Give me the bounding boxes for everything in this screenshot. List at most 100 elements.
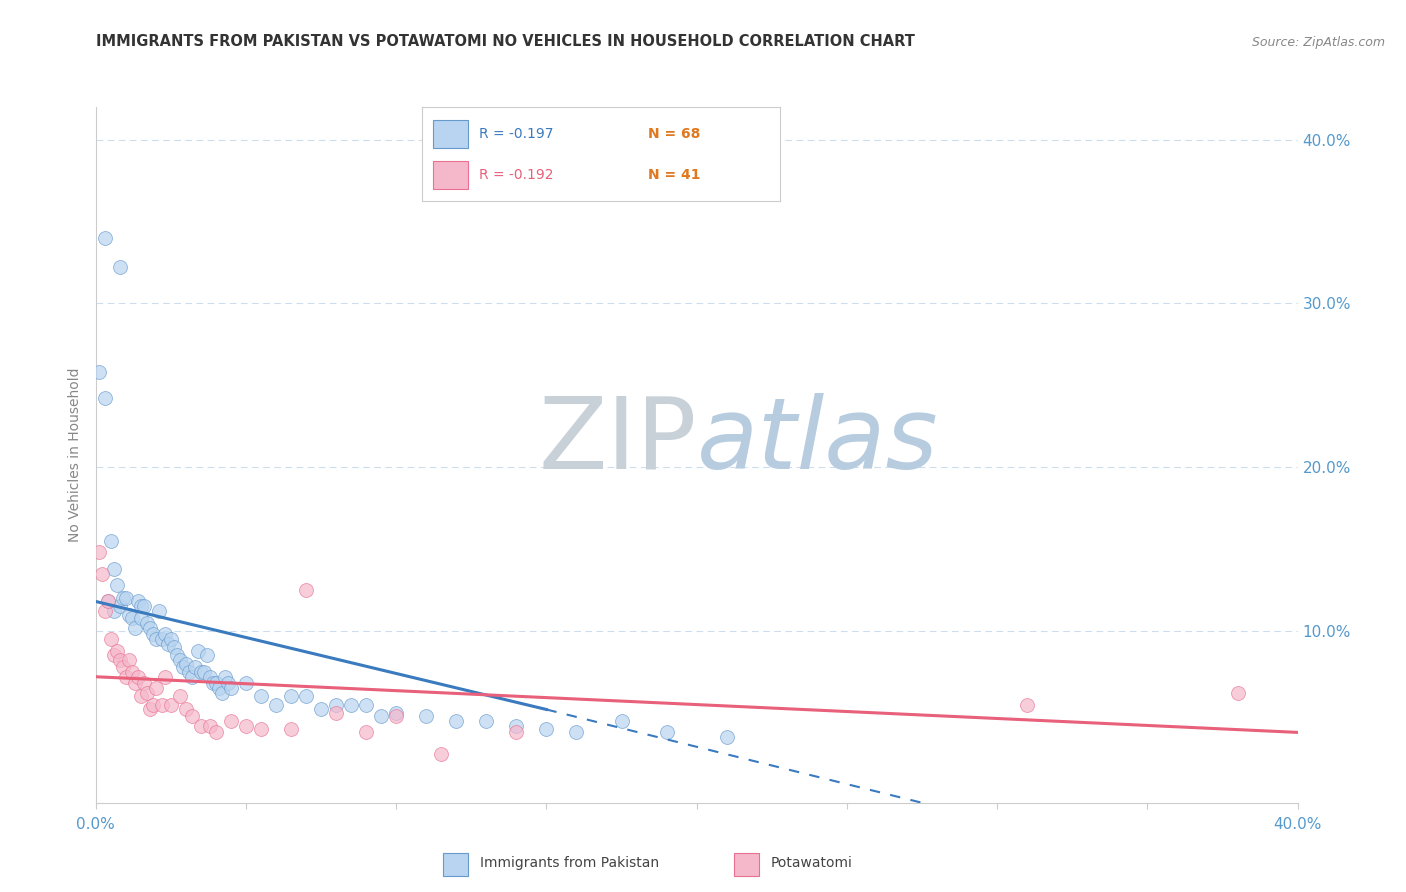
Point	[142, 698, 165, 712]
Point	[475, 714, 498, 728]
Point	[121, 665, 143, 679]
Point	[217, 676, 239, 690]
Point	[174, 657, 197, 671]
Point	[505, 725, 527, 739]
Point	[193, 665, 215, 679]
Bar	[734, 853, 759, 876]
Point	[280, 690, 302, 704]
Point	[198, 670, 221, 684]
Point	[219, 681, 242, 696]
Point	[211, 686, 233, 700]
Text: IMMIGRANTS FROM PAKISTAN VS POTAWATOMI NO VEHICLES IN HOUSEHOLD CORRELATION CHAR: IMMIGRANTS FROM PAKISTAN VS POTAWATOMI N…	[96, 34, 914, 49]
Text: Potawatomi: Potawatomi	[770, 856, 853, 871]
Point	[214, 670, 236, 684]
Point	[264, 698, 287, 712]
Point	[127, 670, 149, 684]
Point	[166, 648, 188, 663]
Point	[129, 599, 152, 614]
Point	[195, 648, 218, 663]
Text: Source: ZipAtlas.com: Source: ZipAtlas.com	[1251, 36, 1385, 49]
Point	[444, 714, 467, 728]
Point	[184, 660, 207, 674]
Point	[201, 676, 224, 690]
Point	[148, 604, 170, 618]
Point	[159, 632, 181, 646]
Point	[385, 709, 408, 723]
Point	[93, 392, 115, 406]
Point	[118, 653, 141, 667]
Point	[565, 725, 588, 739]
Text: N = 41: N = 41	[648, 169, 700, 182]
Point	[132, 676, 155, 690]
Point	[114, 670, 136, 684]
Point	[354, 698, 377, 712]
Point	[124, 621, 146, 635]
Point	[90, 566, 112, 581]
Point	[177, 665, 200, 679]
Point	[309, 702, 332, 716]
Point	[87, 365, 110, 379]
Point	[280, 722, 302, 736]
Point	[114, 591, 136, 606]
Point	[93, 604, 115, 618]
Point	[105, 643, 128, 657]
Point	[295, 690, 318, 704]
Point	[150, 632, 173, 646]
Text: R = -0.192: R = -0.192	[479, 169, 554, 182]
Point	[138, 702, 160, 716]
Point	[87, 545, 110, 559]
Bar	[433, 120, 468, 148]
Point	[205, 725, 228, 739]
Point	[103, 604, 125, 618]
Point	[135, 615, 157, 630]
Point	[190, 665, 212, 679]
Point	[655, 725, 678, 739]
Point	[172, 660, 194, 674]
Point	[190, 719, 212, 733]
Point	[169, 653, 191, 667]
Point	[132, 599, 155, 614]
Bar	[433, 161, 468, 189]
Point	[156, 637, 179, 651]
Point	[145, 681, 167, 696]
Point	[111, 660, 134, 674]
Point	[505, 719, 527, 733]
Point	[111, 591, 134, 606]
Point	[180, 709, 202, 723]
Point	[121, 611, 143, 625]
Point	[129, 690, 152, 704]
Text: ZIP: ZIP	[538, 392, 697, 490]
Bar	[443, 853, 468, 876]
Point	[142, 627, 165, 641]
Point	[219, 714, 242, 728]
Point	[180, 670, 202, 684]
Point	[1226, 686, 1249, 700]
Point	[93, 231, 115, 245]
Point	[198, 719, 221, 733]
Point	[174, 702, 197, 716]
Point	[250, 690, 273, 704]
Point	[97, 594, 120, 608]
Point	[129, 611, 152, 625]
Point	[415, 709, 437, 723]
Point	[108, 599, 131, 614]
Point	[325, 698, 347, 712]
Point	[208, 681, 231, 696]
Point	[103, 562, 125, 576]
Point	[105, 578, 128, 592]
Point	[100, 632, 122, 646]
Point	[127, 594, 149, 608]
Point	[169, 690, 191, 704]
Point	[135, 686, 157, 700]
Point	[1017, 698, 1039, 712]
Point	[118, 607, 141, 622]
Text: Immigrants from Pakistan: Immigrants from Pakistan	[481, 856, 659, 871]
Point	[385, 706, 408, 720]
Point	[716, 731, 738, 745]
Text: N = 68: N = 68	[648, 128, 700, 141]
Point	[138, 621, 160, 635]
Point	[610, 714, 633, 728]
Point	[145, 632, 167, 646]
Point	[205, 676, 228, 690]
Point	[536, 722, 558, 736]
